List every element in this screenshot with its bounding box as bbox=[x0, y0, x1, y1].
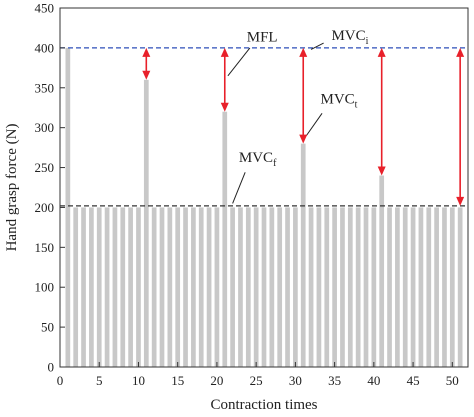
x-axis-ticks: 0 5 10 15 20 25 30 35 40 45 50 bbox=[57, 362, 459, 388]
bar bbox=[277, 207, 283, 367]
bar bbox=[143, 79, 149, 368]
bar bbox=[230, 207, 235, 367]
mvc-t-leader-line bbox=[305, 113, 323, 136]
bar bbox=[191, 207, 196, 367]
x-tick-label: 5 bbox=[96, 373, 103, 388]
bar bbox=[96, 207, 102, 367]
y-tick-label: 350 bbox=[35, 80, 55, 95]
bar bbox=[151, 207, 157, 367]
bar bbox=[136, 207, 141, 367]
bar bbox=[214, 207, 220, 367]
bar bbox=[426, 207, 432, 367]
bar bbox=[65, 47, 71, 368]
bar bbox=[285, 207, 290, 367]
y-tick-label: 250 bbox=[35, 160, 55, 175]
bar bbox=[371, 207, 377, 367]
bar bbox=[128, 207, 133, 367]
bar bbox=[457, 207, 463, 367]
difference-arrow bbox=[299, 47, 308, 144]
bar bbox=[112, 207, 118, 367]
bar bbox=[418, 207, 424, 367]
bar bbox=[238, 207, 243, 367]
bar bbox=[355, 207, 361, 367]
bar bbox=[316, 207, 322, 367]
difference-arrows bbox=[142, 47, 465, 206]
bar bbox=[387, 207, 392, 367]
bar bbox=[159, 207, 165, 367]
x-tick-label: 50 bbox=[446, 373, 459, 388]
plot-frame bbox=[59, 7, 469, 368]
y-tick-label: 0 bbox=[48, 360, 55, 375]
annotation-mvc-i: MVCi bbox=[331, 28, 368, 47]
y-tick-label: 200 bbox=[35, 200, 55, 215]
bar bbox=[449, 207, 455, 367]
bar bbox=[81, 207, 86, 367]
y-tick-label: 100 bbox=[35, 280, 55, 295]
bar bbox=[340, 207, 345, 367]
x-axis-label: Contraction times bbox=[210, 397, 317, 413]
bar bbox=[402, 207, 408, 367]
x-tick-label: 10 bbox=[132, 373, 145, 388]
bar bbox=[183, 207, 188, 367]
annotation-mfl: MFL bbox=[247, 30, 278, 46]
bar bbox=[175, 207, 181, 367]
y-tick-label: 300 bbox=[35, 120, 55, 135]
bar bbox=[395, 207, 400, 367]
bar bbox=[73, 207, 79, 367]
bars-group bbox=[65, 47, 463, 368]
bar bbox=[245, 207, 251, 367]
bar bbox=[300, 143, 306, 367]
difference-arrow bbox=[142, 47, 151, 80]
x-tick-label: 20 bbox=[210, 373, 223, 388]
bar bbox=[442, 207, 447, 367]
bar bbox=[347, 207, 353, 367]
mvc-i-leader-line bbox=[310, 42, 324, 50]
reference-lines bbox=[60, 47, 468, 207]
bar bbox=[293, 207, 298, 367]
bar bbox=[104, 207, 110, 367]
mvc-f-leader-line bbox=[232, 172, 246, 204]
x-tick-label: 30 bbox=[289, 373, 302, 388]
y-axis-ticks: 0 50 100 150 200 250 300 350 400 450 bbox=[35, 1, 65, 375]
bar bbox=[324, 207, 330, 367]
bar bbox=[434, 207, 439, 367]
annotation-mvc-f: MVCf bbox=[239, 150, 277, 169]
bar bbox=[410, 207, 416, 367]
y-tick-label: 150 bbox=[35, 240, 55, 255]
bar bbox=[89, 207, 94, 367]
difference-arrow bbox=[220, 47, 229, 112]
y-tick-label: 450 bbox=[35, 1, 55, 16]
annotation-leader-lines bbox=[227, 42, 324, 204]
annotation-mvc-t: MVCt bbox=[320, 92, 357, 111]
bar bbox=[206, 207, 212, 367]
difference-arrow bbox=[456, 47, 465, 206]
x-tick-label: 0 bbox=[57, 373, 64, 388]
bar bbox=[253, 207, 259, 367]
y-axis-label: Hand grasp force (N) bbox=[4, 124, 20, 252]
bar bbox=[308, 207, 314, 367]
bar bbox=[363, 207, 369, 367]
x-tick-label: 25 bbox=[250, 373, 263, 388]
y-tick-label: 400 bbox=[35, 40, 55, 55]
x-tick-label: 45 bbox=[407, 373, 420, 388]
bar bbox=[332, 207, 337, 367]
bar bbox=[269, 207, 275, 367]
bar bbox=[261, 207, 267, 367]
x-tick-label: 35 bbox=[328, 373, 341, 388]
x-tick-label: 15 bbox=[171, 373, 184, 388]
y-tick-label: 50 bbox=[41, 320, 54, 335]
bar bbox=[167, 207, 173, 367]
bar bbox=[379, 175, 385, 367]
bar bbox=[120, 207, 126, 367]
difference-arrow bbox=[377, 47, 386, 176]
bar bbox=[222, 111, 228, 367]
bar bbox=[198, 207, 204, 367]
x-tick-label: 40 bbox=[367, 373, 380, 388]
mfl-leader-line bbox=[227, 47, 251, 77]
